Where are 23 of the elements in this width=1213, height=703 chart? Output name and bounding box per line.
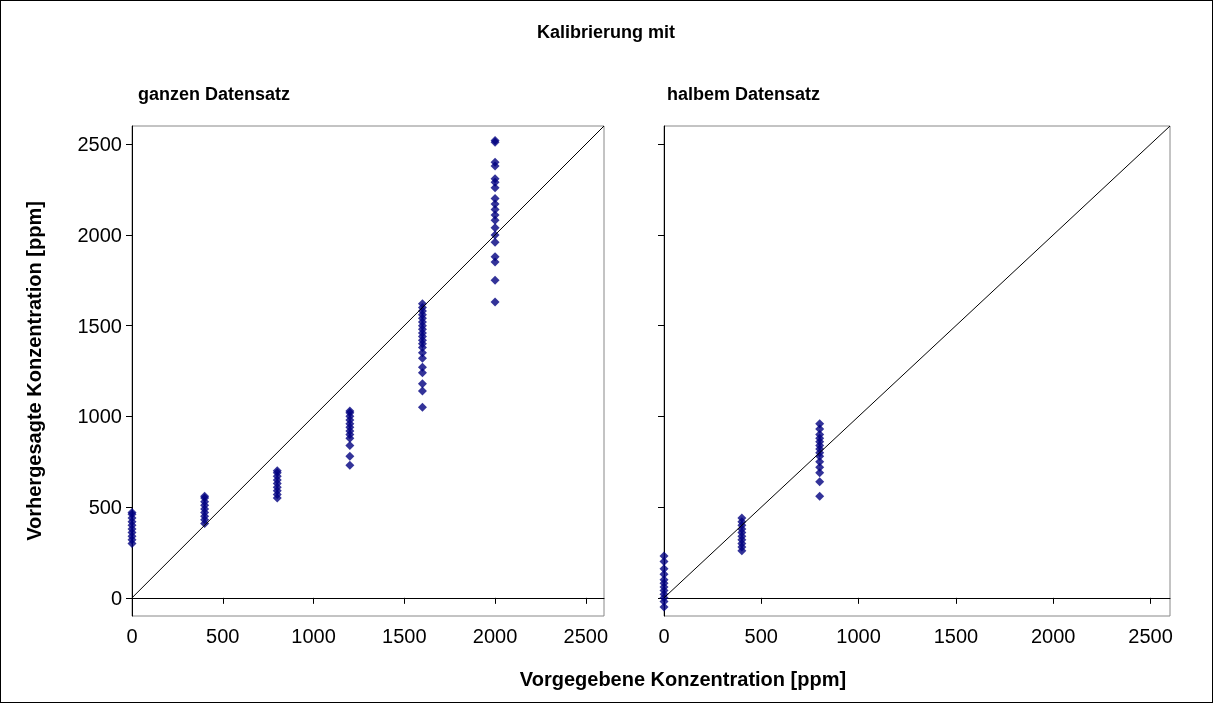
y-tick-label: 1500 [77,314,122,337]
x-tick-label: 1500 [933,625,979,647]
x-tick-label: 2000 [1030,625,1076,647]
x-tick-label: 0 [126,625,138,647]
x-tick-label: 1000 [836,625,881,647]
x-tick-label: 1000 [291,625,336,647]
y-axis-title: Vorhergesagte Konzentration [ppm] [23,201,45,541]
x-tick-label: 500 [206,625,240,647]
y-tick-label: 2000 [77,223,122,246]
chart-subtitle: ganzen Datensatz [138,84,291,104]
y-tick-label: 500 [88,496,122,519]
y-tick-label: 0 [110,586,122,609]
y-tick-label: 2500 [77,133,122,156]
x-tick-label: 2000 [472,625,518,647]
x-tick-label: 500 [744,625,778,647]
chart-title: Kalibrierung mit [536,22,676,43]
x-tick-label: 0 [658,625,670,647]
x-axis-title: Vorgegebene Konzentration [ppm] [519,668,847,691]
y-tick-label: 1000 [77,405,122,428]
x-tick-label: 1500 [382,625,427,647]
x-tick-label: 2500 [563,625,609,647]
x-tick-label: 2500 [1128,625,1173,647]
chart-subtitle: halbem Datensatz [667,84,821,104]
